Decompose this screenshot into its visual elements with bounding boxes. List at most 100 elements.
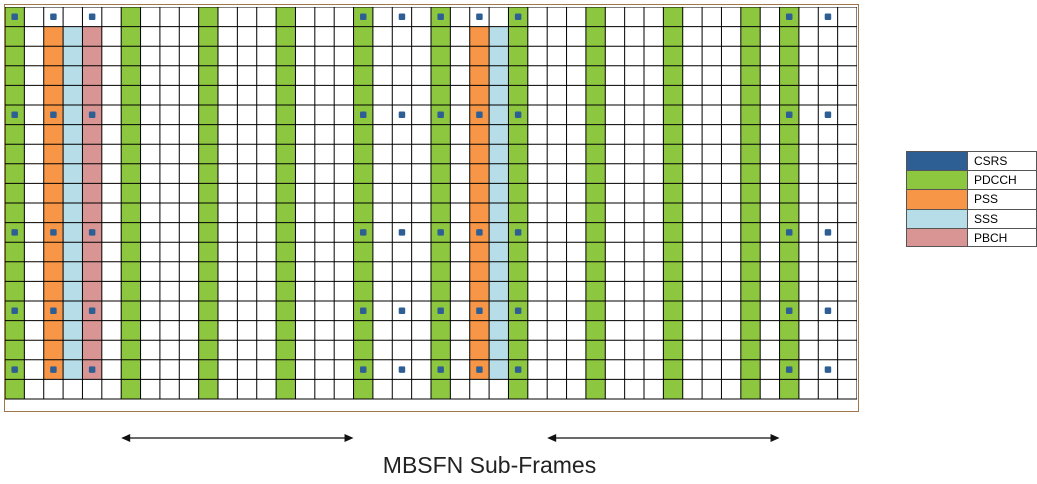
pss-cell (469, 320, 490, 341)
pdcch-cell (663, 203, 683, 223)
pdcch-cell (663, 379, 683, 399)
sss-cell (63, 301, 83, 321)
pdcch-cell (585, 340, 606, 360)
pss-cell (43, 144, 64, 164)
csrs-marker (359, 366, 367, 373)
pdcch-cell (663, 222, 683, 243)
pdcch-cell (585, 261, 606, 282)
pdcch-cell (121, 261, 141, 282)
pdcch-cell (508, 203, 528, 223)
pdcch-cell (276, 163, 296, 184)
pdcch-cell (276, 340, 296, 360)
pdcch-cell (5, 144, 25, 164)
legend-swatch (906, 208, 968, 228)
pdcch-cell (276, 242, 296, 262)
pdcch-cell (779, 340, 799, 360)
pdcch-cell (198, 105, 218, 125)
pdcch-cell (585, 65, 606, 86)
pdcch-cell (740, 301, 761, 321)
csrs-marker (476, 307, 483, 315)
pdcch-cell (276, 124, 296, 145)
csrs-marker (359, 229, 367, 236)
pdcch-cell (353, 46, 373, 66)
sss-cell (63, 242, 83, 262)
legend-swatch (906, 170, 968, 190)
pss-cell (469, 85, 490, 105)
pdcch-cell (431, 183, 451, 203)
pdcch-cell (121, 144, 141, 164)
pdcch-cell (276, 7, 296, 27)
pdcch-cell (663, 359, 683, 380)
pdcch-cell (779, 242, 799, 262)
pss-cell (43, 26, 64, 47)
pdcch-cell (198, 301, 218, 321)
pdcch-cell (353, 144, 373, 164)
sss-cell (489, 359, 509, 380)
pdcch-cell (585, 85, 606, 105)
pdcch-cell (121, 281, 141, 301)
pdcch-cell (740, 85, 761, 105)
csrs-marker (398, 13, 406, 21)
pdcch-cell (431, 124, 451, 145)
pdcch-cell (585, 242, 606, 262)
pdcch-cell (5, 163, 25, 184)
pss-cell (469, 144, 490, 164)
pdcch-cell (276, 26, 296, 47)
csrs-marker (88, 307, 96, 315)
pdcch-cell (431, 281, 451, 301)
pdcch-cell (198, 222, 218, 243)
pdcch-cell (5, 65, 25, 86)
pdcch-cell (508, 163, 528, 184)
sss-cell (489, 105, 509, 125)
pdcch-cell (121, 85, 141, 105)
pss-cell (43, 46, 64, 66)
csrs-marker (88, 229, 96, 236)
csrs-marker (50, 307, 57, 315)
pdcch-cell (740, 340, 761, 360)
csrs-marker (514, 229, 522, 236)
pss-cell (43, 65, 64, 86)
pdcch-cell (431, 320, 451, 341)
pdcch-cell (121, 183, 141, 203)
pss-cell (43, 85, 64, 105)
pdcch-cell (779, 203, 799, 223)
pdcch-cell (585, 7, 606, 27)
sss-cell (489, 301, 509, 321)
pdcch-cell (508, 46, 528, 66)
pdcch-cell (779, 85, 799, 105)
pss-cell (469, 46, 490, 66)
csrs-marker (476, 13, 483, 21)
csrs-marker (50, 366, 57, 373)
sss-cell (63, 85, 83, 105)
pdcch-cell (121, 320, 141, 341)
pss-cell (469, 163, 490, 184)
pdcch-cell (198, 46, 218, 66)
pdcch-cell (508, 26, 528, 47)
csrs-marker (785, 111, 793, 119)
csrs-marker (437, 366, 444, 373)
pdcch-cell (740, 163, 761, 184)
csrs-marker (476, 229, 483, 236)
sss-cell (489, 203, 509, 223)
pbch-cell (82, 340, 102, 360)
pdcch-cell (779, 65, 799, 86)
pdcch-cell (353, 261, 373, 282)
pdcch-cell (508, 183, 528, 203)
pdcch-cell (198, 7, 218, 27)
pdcch-cell (585, 124, 606, 145)
pdcch-cell (276, 46, 296, 66)
pdcch-cell (5, 46, 25, 66)
pdcch-cell (779, 26, 799, 47)
pdcch-cell (198, 65, 218, 86)
pss-cell (43, 261, 64, 282)
pdcch-cell (431, 379, 451, 399)
pdcch-cell (779, 183, 799, 203)
csrs-marker (824, 13, 832, 21)
pdcch-cell (585, 379, 606, 399)
sss-cell (63, 203, 83, 223)
arrow-head (770, 434, 780, 442)
pdcch-cell (5, 379, 25, 399)
sss-cell (63, 105, 83, 125)
pdcch-cell (663, 85, 683, 105)
pbch-cell (82, 46, 102, 66)
